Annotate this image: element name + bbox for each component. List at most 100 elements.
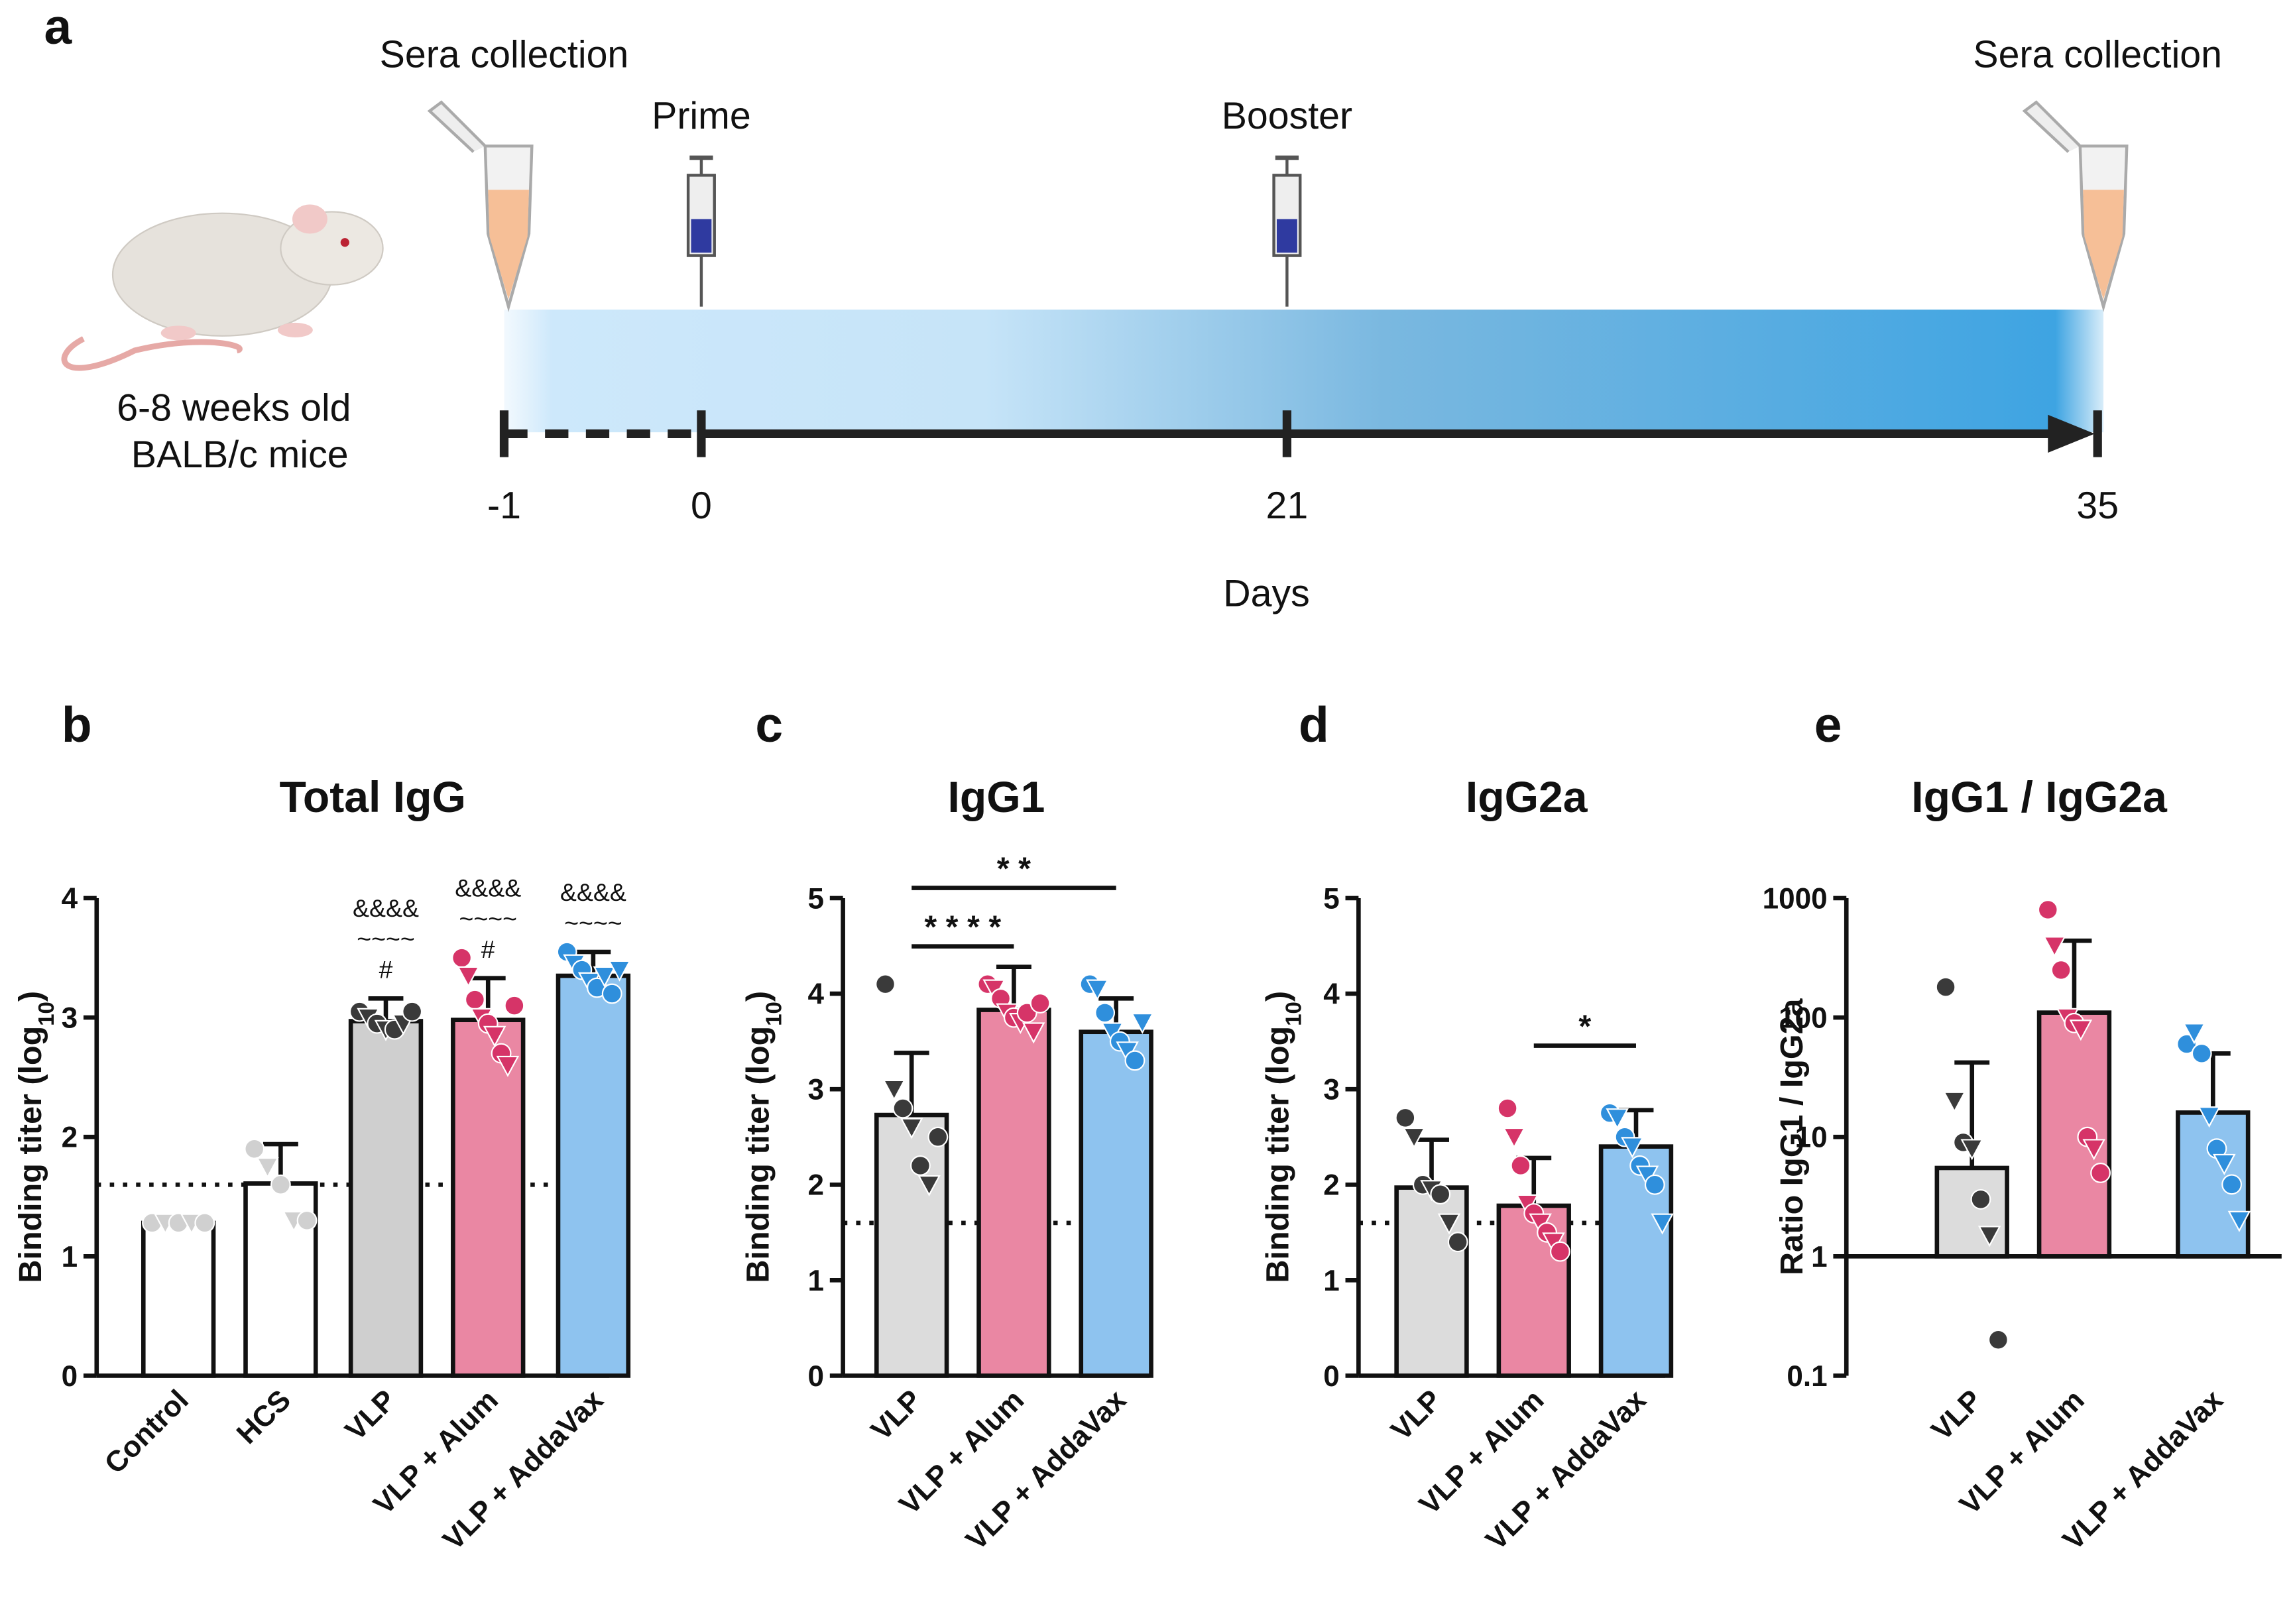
bar (451, 1017, 526, 1378)
y-axis-label-part: 10 (762, 1002, 786, 1026)
day-label: -1 (487, 485, 521, 527)
data-point (1402, 1127, 1426, 1149)
data-point (2037, 899, 2058, 920)
data-point (1935, 976, 1956, 998)
data-point (1621, 1137, 1644, 1159)
data-point (875, 974, 896, 995)
annotation: # (379, 955, 393, 983)
data-point (402, 1001, 423, 1022)
significance-label: * * (997, 850, 1031, 886)
y-axis-label-part: 10 (34, 1002, 59, 1026)
panel-label: a (44, 0, 72, 54)
x-tick-label: VLP (865, 1384, 928, 1447)
y-tick-label: 1 (807, 1265, 824, 1297)
data-point (2227, 1210, 2251, 1232)
data-point (270, 1174, 291, 1195)
y-axis-label-part: Binding titer (log (1260, 1026, 1296, 1283)
data-point (2082, 1139, 2105, 1161)
event-label: Sera collection (1973, 33, 2222, 76)
data-point (2050, 960, 2072, 980)
annotation: &&&& (353, 894, 419, 922)
data-point (1430, 1184, 1451, 1205)
y-tick-label: 3 (62, 1002, 78, 1035)
data-point (2042, 936, 2066, 958)
data-point (504, 995, 525, 1016)
event-label: Prime (652, 95, 751, 137)
data-point (892, 1098, 913, 1119)
y-tick-label: 1000 (1763, 882, 1828, 915)
data-point (2176, 1033, 2198, 1055)
data-point (1086, 979, 1109, 1001)
timeline-ticks (499, 410, 2102, 457)
y-axis-label: Binding titer (log10) (13, 991, 59, 1283)
y-tick-label: 10 (1795, 1122, 1828, 1154)
event-label: Sera collection (380, 33, 629, 76)
chart-title: Total IgG (279, 773, 465, 822)
syringe-icon (1272, 155, 1302, 307)
arrow-head (2048, 414, 2095, 453)
data-point (464, 989, 485, 1010)
data-point (1606, 1108, 1629, 1130)
data-point (1447, 1232, 1468, 1253)
y-axis-label-part: ) (13, 991, 48, 1002)
data-point (2191, 1043, 2212, 1064)
data-point (1437, 1213, 1461, 1235)
significance-label: * * * * (924, 909, 1001, 945)
y-axis-label: Binding titer (log10) (1260, 991, 1307, 1283)
significance-label: * (1578, 1008, 1591, 1044)
bar (1496, 1203, 1571, 1378)
data-point (1987, 1329, 2009, 1350)
y-axis-label-part: Ratio IgG1 / IgG2a (1774, 998, 1810, 1275)
bar (556, 973, 631, 1378)
bar (1934, 1165, 2009, 1259)
mouse-icon (61, 204, 384, 371)
annotation: &&&& (560, 878, 626, 906)
x-tick-label: Control (98, 1384, 194, 1480)
data-point (2182, 1023, 2206, 1045)
y-axis-label-part: ) (1260, 991, 1296, 1002)
data-point (451, 947, 473, 968)
y-axis-label-part: 10 (1281, 1002, 1306, 1026)
data-point (1977, 1226, 2001, 1247)
y-tick-label: 4 (807, 978, 824, 1011)
bar (348, 1019, 424, 1378)
data-point (256, 1157, 279, 1179)
panel-label: d (1299, 697, 1329, 752)
y-tick-label: 5 (807, 882, 824, 915)
y-tick-label: 5 (1323, 882, 1340, 915)
data-point (1094, 1002, 1116, 1023)
data-point (1502, 1127, 1526, 1149)
data-point (1970, 1189, 1991, 1210)
bar (141, 1220, 216, 1378)
tube-icon (427, 100, 534, 312)
bar (1079, 1029, 1153, 1378)
day-label: 0 (691, 485, 712, 527)
bar (2036, 1010, 2112, 1259)
data-point (1960, 1139, 1983, 1161)
y-tick-label: 100 (1779, 1002, 1828, 1035)
chart-title: IgG2a (1466, 773, 1588, 822)
data-point (1651, 1213, 1674, 1235)
data-point (483, 1025, 506, 1047)
axis-label: Days (1223, 572, 1309, 614)
chart-title: IgG1 / IgG2a (1911, 773, 2168, 822)
data-point (2221, 1174, 2243, 1195)
y-axis-label: Ratio IgG1 / IgG2a (1774, 998, 1810, 1275)
annotation: &&&& (455, 874, 521, 901)
day-label: 21 (1266, 485, 1309, 527)
y-axis-label: Binding titer (log10) (740, 991, 786, 1283)
y-tick-label: 3 (1323, 1074, 1340, 1106)
data-point (457, 966, 480, 988)
bar (874, 1112, 949, 1378)
y-tick-label: 0.1 (1787, 1360, 1827, 1393)
data-point (194, 1212, 215, 1234)
data-point (917, 1175, 941, 1197)
timeline-diagram: a 6-8 weeks old BALB/c mice Days (44, 0, 2129, 614)
y-tick-label: 1 (1811, 1241, 1828, 1273)
data-point (593, 966, 617, 988)
annotation: # (481, 935, 495, 963)
data-point (882, 1079, 906, 1101)
y-tick-label: 2 (62, 1122, 78, 1154)
data-point (1022, 1022, 1045, 1044)
data-point (1497, 1098, 1518, 1119)
